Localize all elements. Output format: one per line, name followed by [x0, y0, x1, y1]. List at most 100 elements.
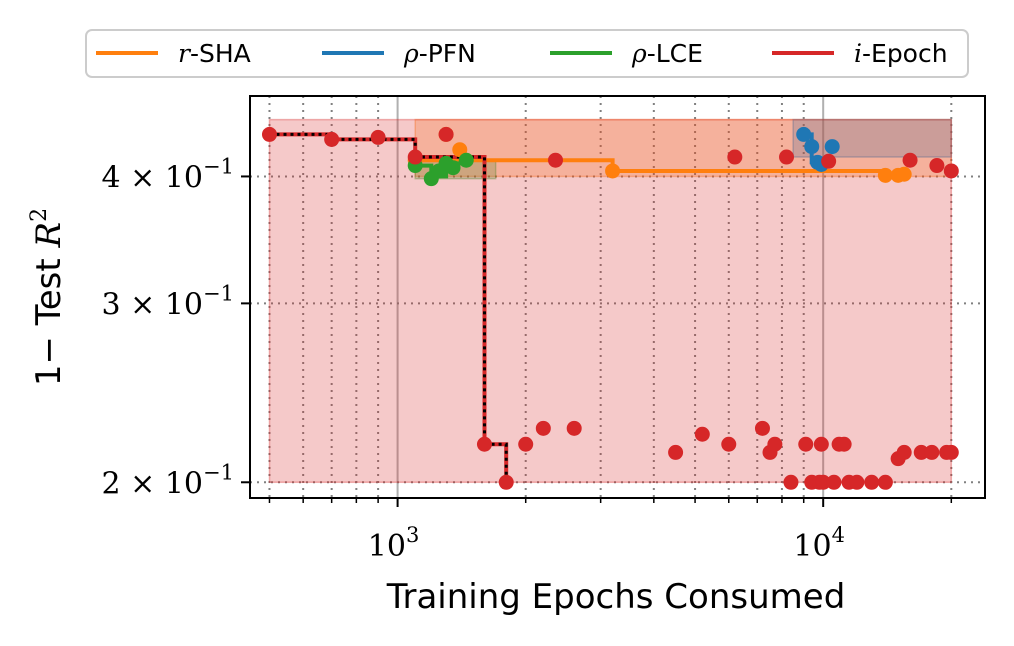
data-point — [864, 474, 880, 490]
data-point — [727, 149, 743, 165]
data-point — [836, 436, 852, 452]
series-points — [261, 126, 959, 490]
data-point — [694, 426, 710, 442]
data-point — [929, 158, 945, 174]
y-tick-mantissa: 4 — [102, 160, 121, 195]
data-point — [877, 474, 893, 490]
ticks — [241, 175, 953, 507]
legend-label: r-SHA — [178, 39, 251, 68]
x-tick-base: 10 — [793, 529, 831, 564]
data-point — [821, 153, 837, 169]
legend: r-SHA ρ-PFN ρ-LCE i-Epoch — [85, 29, 969, 78]
data-point — [813, 436, 829, 452]
data-point — [896, 444, 912, 460]
data-point — [767, 436, 783, 452]
legend-label-text: -LCE — [647, 39, 703, 68]
data-point — [445, 160, 461, 176]
data-point — [498, 474, 514, 490]
data-point — [779, 149, 795, 165]
legend-entry-lce: ρ-LCE — [550, 39, 703, 68]
y-tick-times: × — [121, 466, 165, 501]
data-point — [605, 163, 621, 179]
x-tick-exponent: 4 — [832, 523, 845, 547]
points-epoch — [261, 126, 959, 490]
legend-entry-sha: r-SHA — [96, 39, 251, 68]
y-axis-label: 1− Test R2 — [27, 208, 69, 386]
points-lce — [407, 152, 474, 187]
data-point — [438, 126, 454, 142]
legend-frame — [85, 29, 969, 78]
y-axis-label-variable: R — [29, 222, 69, 249]
data-point — [849, 474, 865, 490]
data-point — [566, 420, 582, 436]
band-pfn — [792, 118, 953, 158]
data-point — [815, 474, 831, 490]
legend-items: r-SHA ρ-PFN ρ-LCE i-Epoch — [96, 39, 948, 68]
data-point — [668, 444, 684, 460]
y-tick-mantissa: 3 — [102, 287, 121, 322]
legend-label-text: -SHA — [190, 39, 251, 68]
legend-entry-epoch: i-Epoch — [772, 39, 948, 68]
y-tick-base: 10 — [165, 160, 203, 195]
data-point — [896, 166, 912, 182]
x-tick-exponent: 3 — [406, 523, 419, 547]
legend-label-text: -Epoch — [862, 39, 948, 68]
legend-label: i-Epoch — [854, 39, 948, 68]
y-tick-base: 10 — [165, 287, 203, 322]
x-tick-label: 103 — [368, 523, 420, 564]
data-point — [518, 436, 534, 452]
data-point — [407, 149, 423, 165]
plot-area — [241, 96, 985, 507]
legend-label-symbol: r — [178, 39, 192, 68]
legend-label: ρ-LCE — [631, 39, 703, 68]
y-tick-times: × — [121, 287, 165, 322]
legend-label: ρ-PFN — [403, 39, 476, 68]
data-point — [458, 152, 474, 168]
y-tick-base: 10 — [165, 466, 203, 501]
data-point — [796, 126, 812, 142]
y-tick-exponent: −1 — [203, 154, 234, 178]
data-point — [324, 131, 340, 147]
data-point — [943, 163, 959, 179]
x-tick-labels: 103 104 — [368, 523, 845, 564]
data-point — [535, 420, 551, 436]
data-point — [798, 436, 814, 452]
data-point — [924, 444, 940, 460]
data-point — [913, 444, 929, 460]
data-point — [754, 420, 770, 436]
y-tick-labels: 2 × 10−13 × 10−14 × 10−1 — [102, 154, 234, 501]
legend-label-text: -PFN — [419, 39, 476, 68]
y-axis-label-superscript: 2 — [27, 208, 52, 222]
data-point — [476, 436, 492, 452]
legend-label-symbol: ρ — [403, 39, 419, 68]
data-point — [877, 167, 893, 183]
data-point — [824, 139, 840, 155]
axes-frame — [249, 95, 986, 499]
band-epoch — [268, 118, 953, 484]
data-point — [261, 126, 277, 142]
data-point — [783, 474, 799, 490]
y-tick-label: 4 × 10−1 — [102, 154, 234, 195]
y-tick-label: 2 × 10−1 — [102, 460, 234, 501]
legend-label-symbol: ρ — [631, 39, 647, 68]
legend-label-symbol: i — [854, 39, 862, 68]
x-axis-label: Training Epochs Consumed — [386, 577, 846, 617]
x-tick-label: 104 — [793, 523, 845, 564]
data-point — [902, 152, 918, 168]
y-tick-exponent: −1 — [203, 281, 234, 305]
data-point — [548, 152, 564, 168]
data-point — [721, 436, 737, 452]
y-tick-label: 3 × 10−1 — [102, 281, 234, 322]
data-point — [370, 129, 386, 145]
legend-entry-pfn: ρ-PFN — [322, 39, 476, 68]
y-axis-label-prefix: 1− Test — [29, 247, 69, 386]
data-point — [804, 139, 820, 155]
data-point — [826, 474, 842, 490]
y-tick-exponent: −1 — [203, 460, 234, 484]
x-tick-base: 10 — [368, 529, 406, 564]
y-tick-mantissa: 2 — [102, 466, 121, 501]
data-point — [943, 444, 959, 460]
points-pfn — [796, 126, 840, 172]
y-tick-times: × — [121, 160, 165, 195]
